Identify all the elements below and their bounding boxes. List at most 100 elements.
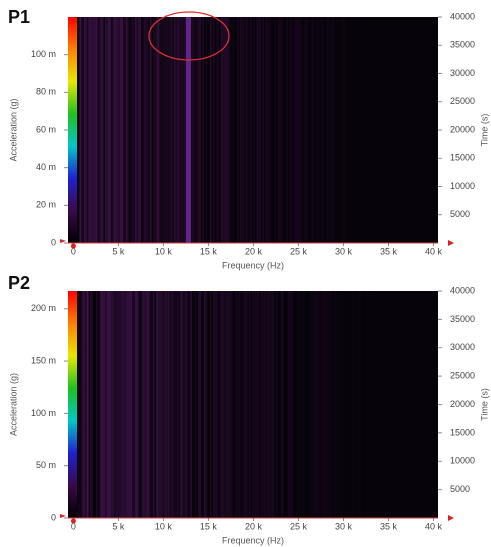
y2-tick-label: 35000 [450,40,475,50]
streak [121,17,123,243]
streak [175,291,177,518]
streak [109,291,111,518]
streak [262,17,264,243]
streak [213,17,215,243]
streak [268,17,270,243]
streak [298,17,300,243]
streak [112,17,114,243]
x-tick-label: 10 k [155,246,173,256]
streak [89,291,91,518]
x-tick-label: 20 k [245,521,263,531]
streak [295,17,297,243]
streak [135,291,137,518]
y-axis-title: Acceleration (g) [8,373,18,436]
streak [147,17,149,243]
y2-tick-label: 35000 [450,314,475,324]
streak [180,291,182,518]
streak [273,291,275,518]
streak [193,17,195,243]
streak [93,17,95,243]
streak [237,17,239,243]
streak [132,17,134,243]
streak [312,17,314,243]
streak [214,291,216,518]
streak [188,291,190,518]
cursor-marker [70,518,76,524]
streak [267,17,269,243]
streak [308,17,310,243]
streak [267,291,269,518]
streak [220,291,222,518]
streak [241,291,243,518]
streak [313,17,315,243]
streak [249,291,251,518]
streak [210,17,212,243]
streak [205,17,207,243]
streak [222,291,224,518]
y2-tick-label: 20000 [450,399,475,409]
streak [311,17,313,243]
streak [231,291,233,518]
streak [111,291,113,518]
streak [259,17,261,243]
streak [237,291,239,518]
streak [321,17,323,243]
streak [127,17,129,243]
y-tick-label: 100 m [31,408,56,418]
streak [168,17,170,243]
streak [228,17,230,243]
streak [322,291,324,518]
x-tick-label: 35 k [380,246,398,256]
streak [202,17,204,243]
streak [162,291,164,518]
streak [216,291,218,518]
streak [289,17,291,243]
y2-tick-label: 40000 [450,285,475,295]
streak [186,291,188,518]
x-tick-label: 40 k [425,521,443,531]
streak [190,291,192,518]
plot-area [68,291,438,518]
streak [351,17,353,243]
annotation-circle [148,11,230,61]
streak [160,17,162,243]
streak [84,17,86,243]
streak [123,17,125,243]
y-tick-label: 150 m [31,355,56,365]
streak [150,17,152,243]
streak [315,17,317,243]
streak [117,291,119,518]
streak [265,291,267,518]
streak [211,17,213,243]
streak [138,291,140,518]
streak [192,17,194,243]
streak [108,17,110,243]
y2-tick-label: 15000 [450,153,475,163]
streak [108,291,110,518]
streak [232,17,234,243]
streak [264,291,266,518]
x-axis-title: Frequency (Hz) [222,260,284,270]
streak [330,291,332,518]
x-tick-label: 5 k [112,521,125,531]
streak [118,291,120,518]
streak [157,17,159,243]
streak [360,291,362,518]
streak [217,17,219,243]
streak [336,17,338,243]
y2-tick-label: 25000 [450,96,475,106]
streak [271,291,273,518]
streak [90,291,92,518]
streak [162,17,164,243]
streak [190,17,192,243]
streak [258,291,260,518]
streak [124,17,126,243]
streak [256,17,258,243]
streak [156,17,158,243]
streak [171,17,173,243]
streak [372,291,374,518]
streak [180,17,182,243]
y2-tick-label: 40000 [450,11,475,21]
y2-tick-label: 20000 [450,124,475,134]
streak [181,291,183,518]
